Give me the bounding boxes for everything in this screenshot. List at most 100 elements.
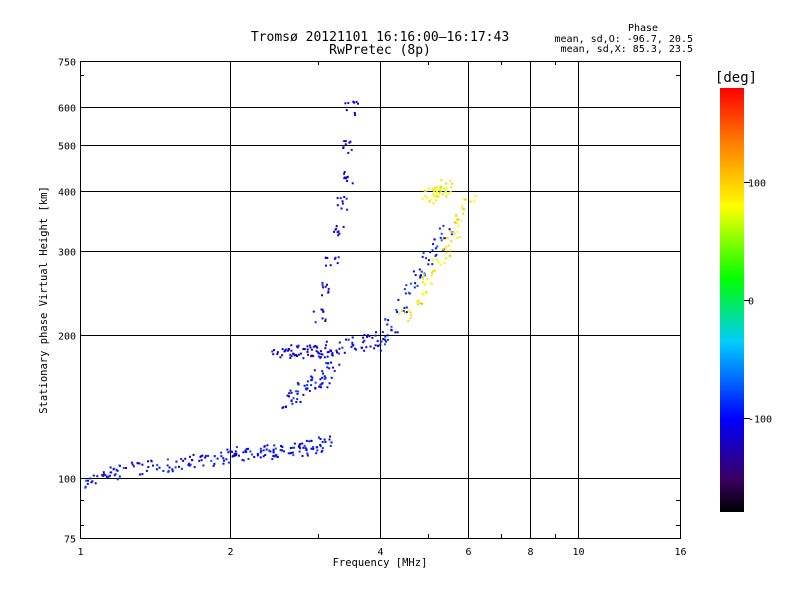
data-point xyxy=(84,486,87,489)
data-point xyxy=(312,355,315,358)
data-point xyxy=(293,354,296,357)
data-point xyxy=(323,438,326,441)
data-point xyxy=(345,338,347,341)
data-point xyxy=(442,193,445,196)
data-point xyxy=(353,112,356,114)
data-point xyxy=(436,258,439,261)
data-point xyxy=(440,189,442,192)
data-point xyxy=(187,463,190,466)
data-point xyxy=(235,446,238,449)
y-tick-label: 100 xyxy=(58,475,76,486)
data-point xyxy=(256,452,259,455)
data-point xyxy=(320,386,322,389)
data-point xyxy=(396,311,399,313)
data-point xyxy=(449,190,452,193)
data-point xyxy=(412,270,415,273)
data-point xyxy=(272,455,275,457)
data-point xyxy=(324,285,327,288)
data-point xyxy=(385,340,387,343)
data-point xyxy=(319,350,322,353)
x-tick-label: 6 xyxy=(465,547,471,558)
data-point xyxy=(289,353,292,356)
data-point xyxy=(447,192,450,195)
data-point xyxy=(350,148,353,151)
data-point xyxy=(343,171,346,173)
data-point xyxy=(437,195,440,197)
data-point xyxy=(310,447,313,450)
data-point xyxy=(421,281,424,284)
data-point xyxy=(253,456,256,458)
data-point xyxy=(452,231,455,234)
data-point xyxy=(271,458,274,460)
data-point xyxy=(435,191,438,193)
data-point xyxy=(368,335,371,338)
data-point xyxy=(290,451,293,454)
data-point xyxy=(326,283,328,286)
data-point xyxy=(226,448,229,451)
data-point xyxy=(345,197,348,200)
data-point xyxy=(291,446,294,449)
data-point xyxy=(422,292,425,295)
data-point xyxy=(440,239,443,242)
data-point xyxy=(310,348,313,351)
data-point xyxy=(273,349,275,351)
data-point xyxy=(299,447,302,450)
data-point xyxy=(432,202,435,205)
data-point xyxy=(308,440,311,443)
data-point xyxy=(319,383,322,386)
data-point xyxy=(269,450,272,453)
data-point xyxy=(431,271,434,274)
colorbar-tick-label: 0 xyxy=(748,297,754,308)
data-point xyxy=(291,402,294,405)
data-point xyxy=(450,186,453,189)
data-point xyxy=(338,347,341,350)
data-point xyxy=(292,397,295,400)
data-point xyxy=(152,464,154,467)
data-point xyxy=(351,341,354,344)
data-point xyxy=(425,257,428,260)
data-point xyxy=(403,311,406,314)
data-point xyxy=(423,272,426,275)
data-point xyxy=(141,473,144,476)
data-point xyxy=(316,449,319,452)
data-point xyxy=(409,316,412,319)
data-point xyxy=(180,458,183,460)
data-point xyxy=(295,390,298,393)
data-point xyxy=(315,345,318,348)
data-point xyxy=(174,466,177,469)
data-point xyxy=(421,276,424,279)
data-point xyxy=(133,465,135,468)
data-point xyxy=(445,195,448,198)
data-point xyxy=(464,198,467,201)
data-point xyxy=(192,453,195,456)
data-point xyxy=(437,196,440,199)
data-point xyxy=(103,473,105,476)
data-point xyxy=(222,462,225,465)
data-point xyxy=(431,188,434,191)
data-point xyxy=(421,255,424,258)
data-point xyxy=(324,320,327,322)
data-point xyxy=(376,340,379,343)
data-point xyxy=(282,406,285,409)
data-point xyxy=(191,459,193,461)
data-point xyxy=(453,232,456,235)
data-point xyxy=(189,455,191,458)
data-point xyxy=(307,353,309,356)
data-point xyxy=(349,140,352,143)
data-point xyxy=(309,346,312,349)
data-point xyxy=(322,310,325,313)
data-point xyxy=(325,344,327,347)
data-point xyxy=(150,459,153,462)
data-point xyxy=(436,245,439,248)
data-point xyxy=(313,369,316,372)
data-point xyxy=(434,247,437,250)
data-point xyxy=(235,452,238,455)
data-point xyxy=(355,348,358,351)
data-point xyxy=(319,378,322,381)
data-point xyxy=(474,195,477,197)
data-point xyxy=(310,439,313,442)
data-point xyxy=(398,312,401,315)
data-point xyxy=(440,186,443,189)
data-point xyxy=(213,462,216,465)
data-point xyxy=(256,454,259,457)
